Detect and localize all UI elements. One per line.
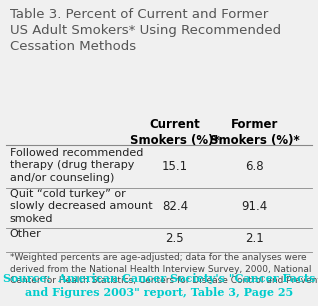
Text: 82.4: 82.4 (162, 200, 188, 214)
Text: 6.8: 6.8 (245, 160, 264, 173)
Text: Table 3. Percent of Current and Former
US Adult Smokers* Using Recommended
Cessa: Table 3. Percent of Current and Former U… (10, 8, 281, 53)
Text: Former
Smokers (%)*: Former Smokers (%)* (210, 118, 299, 147)
Text: Followed recommended
therapy (drug therapy
and/or counseling): Followed recommended therapy (drug thera… (10, 148, 143, 183)
Text: *Weighted percents are age-adjusted; data for the analyses were
derived from the: *Weighted percents are age-adjusted; dat… (10, 253, 318, 285)
Text: 2.1: 2.1 (245, 233, 264, 245)
Text: 2.5: 2.5 (166, 233, 184, 245)
Text: 15.1: 15.1 (162, 160, 188, 173)
Text: Source:  American Cancer Society's "Cancer Facts
and Figures 2003" report, Table: Source: American Cancer Society's "Cance… (3, 273, 315, 298)
Text: Quit “cold turkey” or
slowly decreased amount
smoked: Quit “cold turkey” or slowly decreased a… (10, 189, 152, 224)
Text: Other: Other (10, 229, 41, 239)
Text: 91.4: 91.4 (241, 200, 267, 214)
Text: Current
Smokers (%)*: Current Smokers (%)* (130, 118, 220, 147)
